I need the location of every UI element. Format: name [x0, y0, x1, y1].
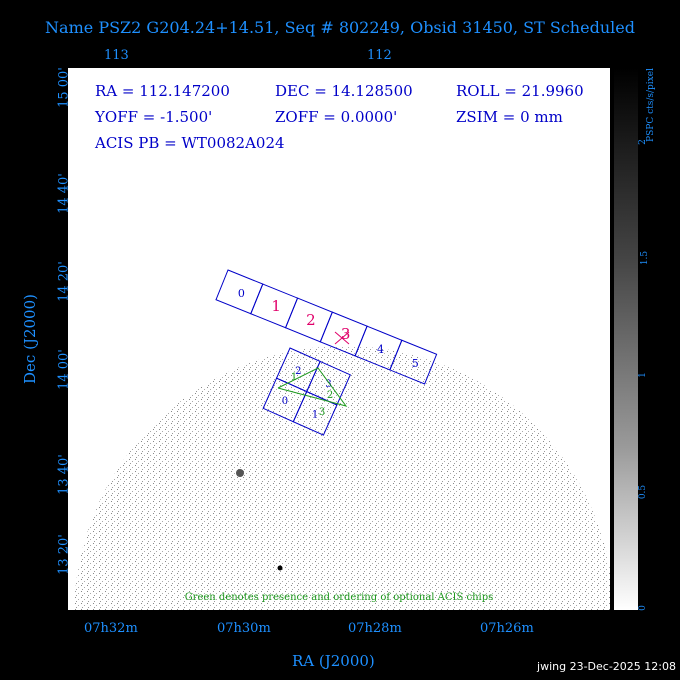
acis-s-chip	[389, 339, 438, 385]
zoff-value: ZOFF = 0.0000'	[275, 108, 398, 126]
y-tick: 13 20'	[56, 534, 72, 575]
colorbar-tick: 1	[637, 372, 648, 378]
aimpoint-marker	[334, 331, 350, 345]
y-tick: 13 40'	[56, 454, 72, 495]
optional-chip-order-label: 1	[291, 372, 297, 383]
top-axis-tick: 113	[104, 48, 129, 63]
dec-value: DEC = 14.128500	[275, 82, 413, 100]
ra-value: RA = 112.147200	[95, 82, 230, 100]
acis-s-chip-label: 3	[341, 325, 351, 343]
x-tick: 07h32m	[84, 621, 138, 636]
x-tick: 07h28m	[348, 621, 402, 636]
roll-value: ROLL = 21.9960	[456, 82, 584, 100]
acis-i-chip-label: 2	[295, 366, 301, 377]
acis-s-chip-label: 2	[306, 311, 316, 329]
y-axis-title: Dec (J2000)	[21, 294, 39, 384]
colorbar-tick: 2	[637, 139, 648, 145]
acis-i-chip-label: 0	[282, 396, 288, 407]
colorbar-tick: 0.5	[638, 484, 649, 500]
x-tick: 07h26m	[480, 621, 534, 636]
x-tick: 07h30m	[217, 621, 271, 636]
bright-source	[236, 469, 244, 477]
acis-i-chip-label: 1	[312, 409, 318, 420]
x-axis-title: RA (J2000)	[292, 652, 375, 670]
top-axis-tick: 112	[367, 48, 392, 63]
optional-chip-order-label: 3	[319, 407, 325, 418]
acis-s-chip-label: 4	[377, 343, 384, 356]
bright-source	[277, 565, 283, 571]
acis-pb-value: ACIS PB = WT0082A024	[95, 134, 285, 152]
colorbar-tick: 0	[637, 605, 648, 611]
zsim-value: ZSIM = 0 mm	[456, 108, 563, 126]
plot-title: Name PSZ2 G204.24+14.51, Seq # 802249, O…	[45, 18, 635, 37]
acis-i-chip-label: 3	[325, 379, 331, 390]
footer-stamp: jwing 23-Dec-2025 12:08	[537, 660, 676, 673]
yoff-value: YOFF = -1.500'	[95, 108, 213, 126]
y-tick: 15 00'	[56, 67, 72, 108]
colorbar	[614, 68, 638, 610]
acis-s-chip-label: 0	[238, 287, 245, 300]
y-tick: 14 00'	[56, 349, 72, 390]
y-tick: 14 20'	[56, 261, 72, 302]
optional-chip-order-line	[277, 367, 348, 407]
optional-chips-note: Green denotes presence and ordering of o…	[184, 592, 494, 603]
colorbar-tick: 1.5	[640, 250, 651, 266]
optional-chip-order-label: 2	[327, 390, 333, 401]
y-tick: 14 40'	[56, 173, 72, 214]
acis-s-chip-label: 5	[412, 357, 419, 370]
acis-s-chip-label: 1	[271, 297, 281, 315]
